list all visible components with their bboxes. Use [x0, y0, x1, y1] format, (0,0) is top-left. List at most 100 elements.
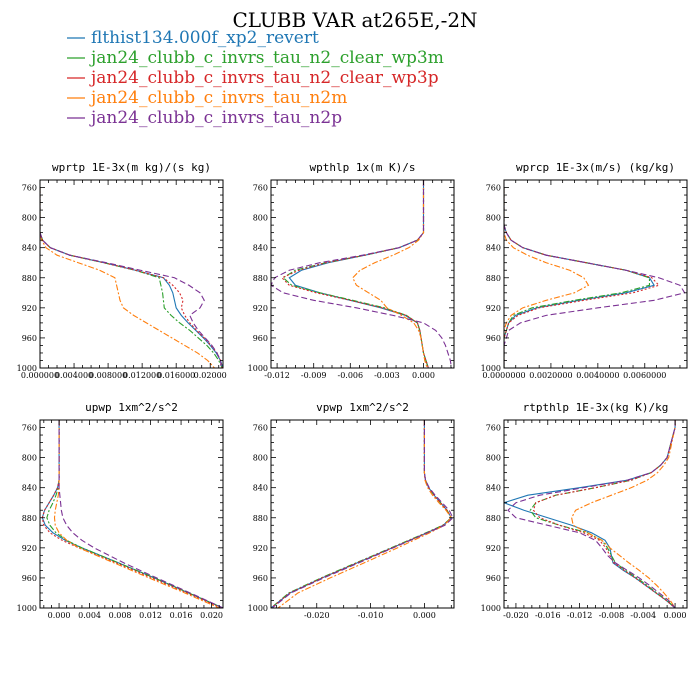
- panel-title: wprtp 1E-3x(m kg)/(s kg): [52, 161, 211, 174]
- series-line: [271, 180, 453, 368]
- y-tick-label: 840: [253, 244, 268, 253]
- series-line: [504, 187, 590, 368]
- y-tick-label: 760: [22, 184, 37, 193]
- y-tick-label: 760: [253, 184, 268, 193]
- y-tick-label: 1000: [17, 604, 37, 613]
- y-tick-label: 1000: [248, 364, 268, 373]
- x-tick-label: -0.009: [301, 371, 327, 380]
- x-tick-label: 0.02000: [194, 371, 227, 380]
- panel-5: vpwp 1xm^2/s^2 760 800 840 880 920 960 1000 -0.0…: [248, 401, 455, 620]
- x-tick-label: 0.016: [170, 611, 193, 620]
- x-tick-label: -0.003: [374, 371, 400, 380]
- y-tick-label: 880: [253, 514, 268, 523]
- x-tick-label: -0.004: [630, 611, 656, 620]
- x-tick-label: -0.008: [599, 611, 625, 620]
- series-line: [40, 187, 223, 368]
- y-tick-label: 760: [486, 184, 501, 193]
- series-line: [40, 187, 215, 368]
- x-tick-label: 0.0020000: [529, 371, 572, 380]
- panel-frame: [503, 419, 688, 609]
- x-tick-label: 0.008000: [89, 371, 127, 380]
- x-tick-label: 0.000000: [21, 371, 59, 380]
- panel-frame: [503, 179, 688, 369]
- panel-title: wpthlp 1x(m K)/s: [310, 161, 416, 174]
- series-line: [53, 420, 220, 608]
- y-tick-label: 920: [22, 304, 37, 313]
- series-line: [40, 187, 223, 368]
- y-tick-label: 840: [486, 244, 501, 253]
- panel-title: wprcp 1E-3x(m/s) (kg/kg): [516, 161, 675, 174]
- series-line: [532, 420, 676, 608]
- y-tick-label: 1000: [248, 604, 268, 613]
- series-line: [504, 420, 676, 608]
- panel-title: rtpthlp 1E-3x(kg K)/kg: [523, 401, 669, 414]
- x-tick-label: -0.012: [264, 371, 290, 380]
- y-tick-label: 840: [22, 484, 37, 493]
- series-line: [504, 187, 656, 368]
- x-tick-label: -0.006: [337, 371, 363, 380]
- x-tick-label: 0.012000: [123, 371, 161, 380]
- y-tick-label: 960: [486, 574, 501, 583]
- panel-4: upwp 1xm^2/s^2 760 800 840 880 920 960 1000 0.00…: [17, 401, 224, 620]
- y-tick-label: 920: [253, 304, 268, 313]
- x-tick-label: -0.010: [358, 611, 384, 620]
- y-tick-label: 920: [253, 544, 268, 553]
- y-tick-label: 840: [22, 244, 37, 253]
- panel-2: wpthlp 1x(m K)/s7608008408809209601000-0…: [248, 161, 455, 380]
- x-tick-label: 0.0060000: [623, 371, 666, 380]
- x-tick-label: 0.0000000: [482, 371, 525, 380]
- panel-1: wprtp 1E-3x(m kg)/(s kg) 760 800 840 880 920 9…: [17, 161, 227, 380]
- y-tick-label: 800: [486, 454, 501, 463]
- series-line: [277, 420, 453, 608]
- panel-3: wprcp 1E-3x(m/s) (kg/kg) 760 800 840 880 920 9…: [481, 161, 688, 380]
- y-tick-label: 880: [486, 274, 501, 283]
- series-line: [288, 180, 429, 368]
- y-tick-label: 920: [22, 544, 37, 553]
- series-line: [507, 420, 676, 608]
- legend-label: jan24_clubb_c_invrs_tau_n2_clear_wp3p: [89, 68, 439, 88]
- x-tick-label: -0.016: [535, 611, 561, 620]
- y-tick-label: 840: [486, 484, 501, 493]
- panel-frame: [270, 179, 455, 369]
- legend-label: jan24_clubb_c_invrs_tau_n2p: [89, 108, 342, 128]
- legend: flthist134.000f_xp2_revertjan24_clubb_c_…: [67, 28, 444, 128]
- series-line: [281, 180, 429, 368]
- x-tick-label: -0.020: [503, 611, 529, 620]
- legend-label: jan24_clubb_c_invrs_tau_n2m: [89, 88, 347, 108]
- x-tick-label: 0.000: [48, 611, 71, 620]
- x-tick-label: -0.012: [567, 611, 593, 620]
- y-tick-label: 960: [253, 574, 268, 583]
- y-tick-label: 760: [486, 424, 501, 433]
- series-line: [40, 187, 223, 368]
- panel-frame: [39, 179, 224, 369]
- y-tick-label: 800: [22, 454, 37, 463]
- x-tick-label: 0.020: [200, 611, 223, 620]
- y-tick-label: 760: [253, 424, 268, 433]
- y-tick-label: 800: [22, 214, 37, 223]
- series-line: [41, 420, 223, 608]
- y-tick-label: 880: [22, 514, 37, 523]
- y-tick-label: 1000: [17, 364, 37, 373]
- legend-label: flthist134.000f_xp2_revert: [91, 28, 319, 48]
- x-tick-label: 0.004000: [55, 371, 93, 380]
- figure-title: CLUBB VAR at265E,-2N: [232, 8, 477, 32]
- series-line: [58, 420, 223, 608]
- y-tick-label: 880: [22, 274, 37, 283]
- x-tick-label: 0.012: [139, 611, 162, 620]
- y-tick-label: 1000: [481, 604, 501, 613]
- y-tick-label: 760: [22, 424, 37, 433]
- series-line: [46, 420, 223, 608]
- panel-6: rtpthlp 1E-3x(kg K)/kg 760 800 840 880 920 960…: [481, 401, 688, 620]
- x-tick-label: 0.000: [412, 371, 435, 380]
- series-line: [271, 420, 454, 608]
- series-line: [504, 187, 651, 368]
- y-tick-label: 960: [22, 574, 37, 583]
- series-line: [571, 420, 676, 608]
- series-line: [504, 187, 660, 368]
- y-tick-label: 960: [253, 334, 268, 343]
- x-tick-label: 0.008: [109, 611, 132, 620]
- y-tick-label: 880: [253, 274, 268, 283]
- legend-label: jan24_clubb_c_invrs_tau_n2_clear_wp3m: [89, 48, 444, 68]
- panel-frame: [39, 419, 224, 609]
